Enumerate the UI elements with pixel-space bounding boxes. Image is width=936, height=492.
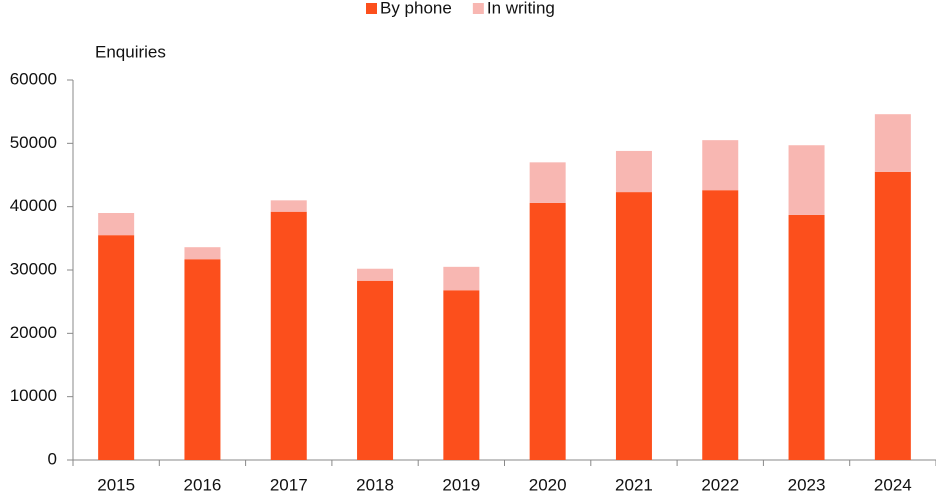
bar-segment (357, 280, 394, 460)
bar-segment (270, 200, 307, 212)
legend-swatch (472, 3, 484, 14)
y-tick-label: 60000 (10, 69, 57, 88)
bar-segment (615, 150, 652, 193)
x-tick-label: 2018 (356, 475, 394, 492)
x-tick-label: 2022 (701, 475, 739, 492)
bar-segment (874, 114, 911, 172)
bar-segment (615, 192, 652, 460)
y-tick-label: 20000 (10, 323, 57, 342)
x-tick-label: 2015 (97, 475, 135, 492)
y-tick-label: 40000 (10, 196, 57, 215)
x-tick-label: 2020 (529, 475, 567, 492)
y-tick-label: 0 (48, 449, 57, 468)
y-tick-label: 30000 (10, 259, 57, 278)
bar-segment (184, 247, 221, 260)
y-tick-label: 50000 (10, 133, 57, 152)
x-tick-label: 2023 (788, 475, 826, 492)
bar-segment (788, 145, 825, 215)
bar-segment (443, 290, 480, 460)
legend-label: In writing (487, 0, 555, 17)
y-tick-label: 10000 (10, 386, 57, 405)
bar-segment (702, 140, 739, 191)
y-axis-label: Enquiries (95, 42, 166, 61)
x-tick-label: 2024 (874, 475, 912, 492)
bar-segment (788, 214, 825, 460)
bar-segment (98, 235, 135, 460)
legend-swatch (366, 3, 377, 14)
bar-segment (184, 259, 221, 460)
bar-segment (529, 162, 566, 203)
bar-segment (443, 266, 480, 291)
bar-segment (529, 202, 566, 460)
x-tick-label: 2016 (184, 475, 222, 492)
x-tick-label: 2019 (442, 475, 480, 492)
bar-segment (270, 211, 307, 460)
x-tick-label: 2017 (270, 475, 308, 492)
bar-segment (874, 171, 911, 461)
bar-segment (98, 213, 135, 236)
bar-segment (357, 268, 394, 281)
x-tick-label: 2021 (615, 475, 653, 492)
legend-label: By phone (380, 0, 452, 17)
bar-segment (702, 190, 739, 460)
